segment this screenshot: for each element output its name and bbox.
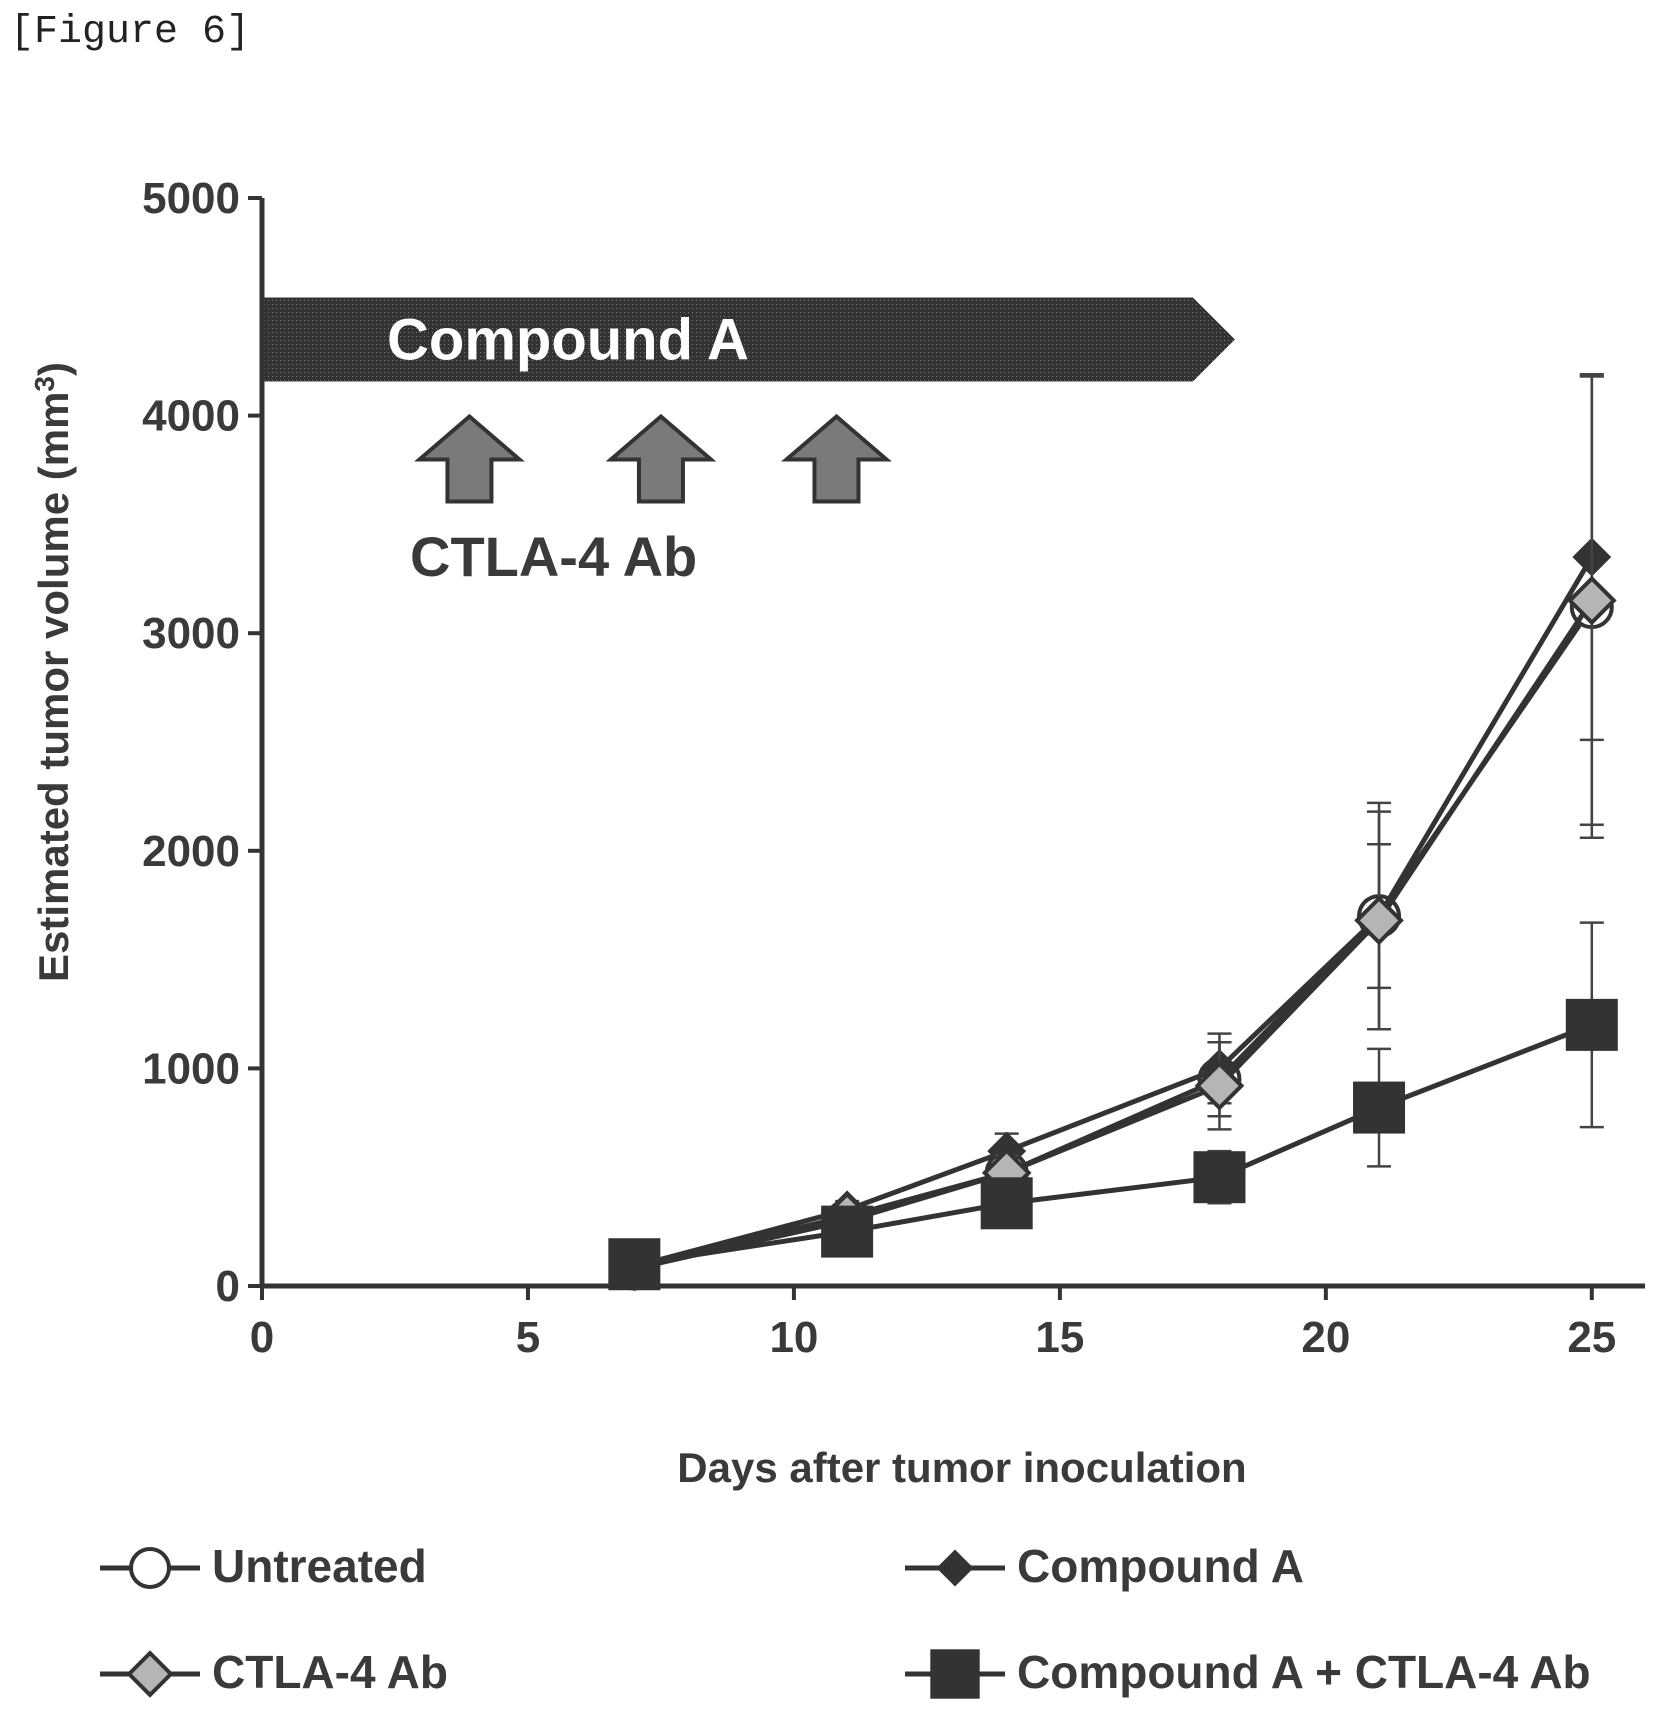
x-tick-label: 10	[769, 1313, 818, 1362]
x-tick-label: 5	[516, 1313, 540, 1362]
y-tick-label: 3000	[142, 609, 240, 658]
y-axis-title: Estimated tumor volume (mm3)	[29, 362, 77, 982]
x-tick-label: 0	[250, 1313, 274, 1362]
legend-item-1: Compound A	[905, 1540, 1304, 1592]
x-tick-label: 25	[1567, 1313, 1616, 1362]
data-point	[1193, 1151, 1245, 1203]
y-tick-label: 2000	[142, 827, 240, 876]
legend-item-2: CTLA-4 Ab	[100, 1646, 448, 1698]
dose-arrow-1	[419, 416, 519, 501]
banner-label: Compound A	[387, 307, 749, 372]
series-0	[614, 376, 1611, 1288]
series-line	[634, 607, 1591, 1269]
x-tick-label: 15	[1035, 1313, 1084, 1362]
x-axis-title: Days after tumor inoculation	[677, 1444, 1246, 1491]
series-line	[634, 601, 1591, 1267]
x-tick-label: 20	[1301, 1313, 1350, 1362]
compound-a-banner: Compound A	[262, 297, 1235, 381]
data-point	[1566, 999, 1618, 1051]
y-axis-title-close: )	[30, 362, 77, 376]
y-tick-label: 5000	[142, 174, 240, 223]
data-point	[1353, 1082, 1405, 1134]
legend-label: CTLA-4 Ab	[212, 1646, 448, 1698]
series-1	[616, 374, 1609, 1284]
ctla4-dosing: CTLA-4 Ab	[410, 416, 886, 588]
dose-label: CTLA-4 Ab	[410, 525, 697, 588]
y-tick-label: 0	[216, 1262, 240, 1311]
legend-item-3: Compound A + CTLA-4 Ab	[905, 1646, 1591, 1699]
legend-item-0: Untreated	[100, 1540, 427, 1592]
dose-arrow-3	[786, 416, 886, 501]
y-axis-title-sup: 3	[29, 376, 60, 392]
y-axis-title-main: Estimated tumor volume (mm	[30, 392, 77, 982]
y-tick-label: 4000	[142, 392, 240, 441]
series-2	[612, 376, 1613, 1288]
legend-label: Compound A + CTLA-4 Ab	[1017, 1646, 1591, 1698]
series-line	[634, 557, 1591, 1266]
data-point	[608, 1238, 660, 1290]
series	[608, 374, 1617, 1290]
legend-marker	[938, 1551, 972, 1585]
data-point	[821, 1206, 873, 1258]
legend-marker	[129, 1653, 171, 1695]
legend-label: Untreated	[212, 1540, 427, 1592]
legend-marker	[131, 1549, 169, 1587]
legend-label: Compound A	[1017, 1540, 1304, 1592]
legend-marker	[930, 1649, 979, 1698]
dose-arrow-2	[611, 416, 711, 501]
y-tick-label: 1000	[142, 1044, 240, 1093]
data-point	[981, 1177, 1033, 1229]
legend: Untreated Compound A CTLA-4 Ab Compound A +…	[100, 1540, 1591, 1699]
